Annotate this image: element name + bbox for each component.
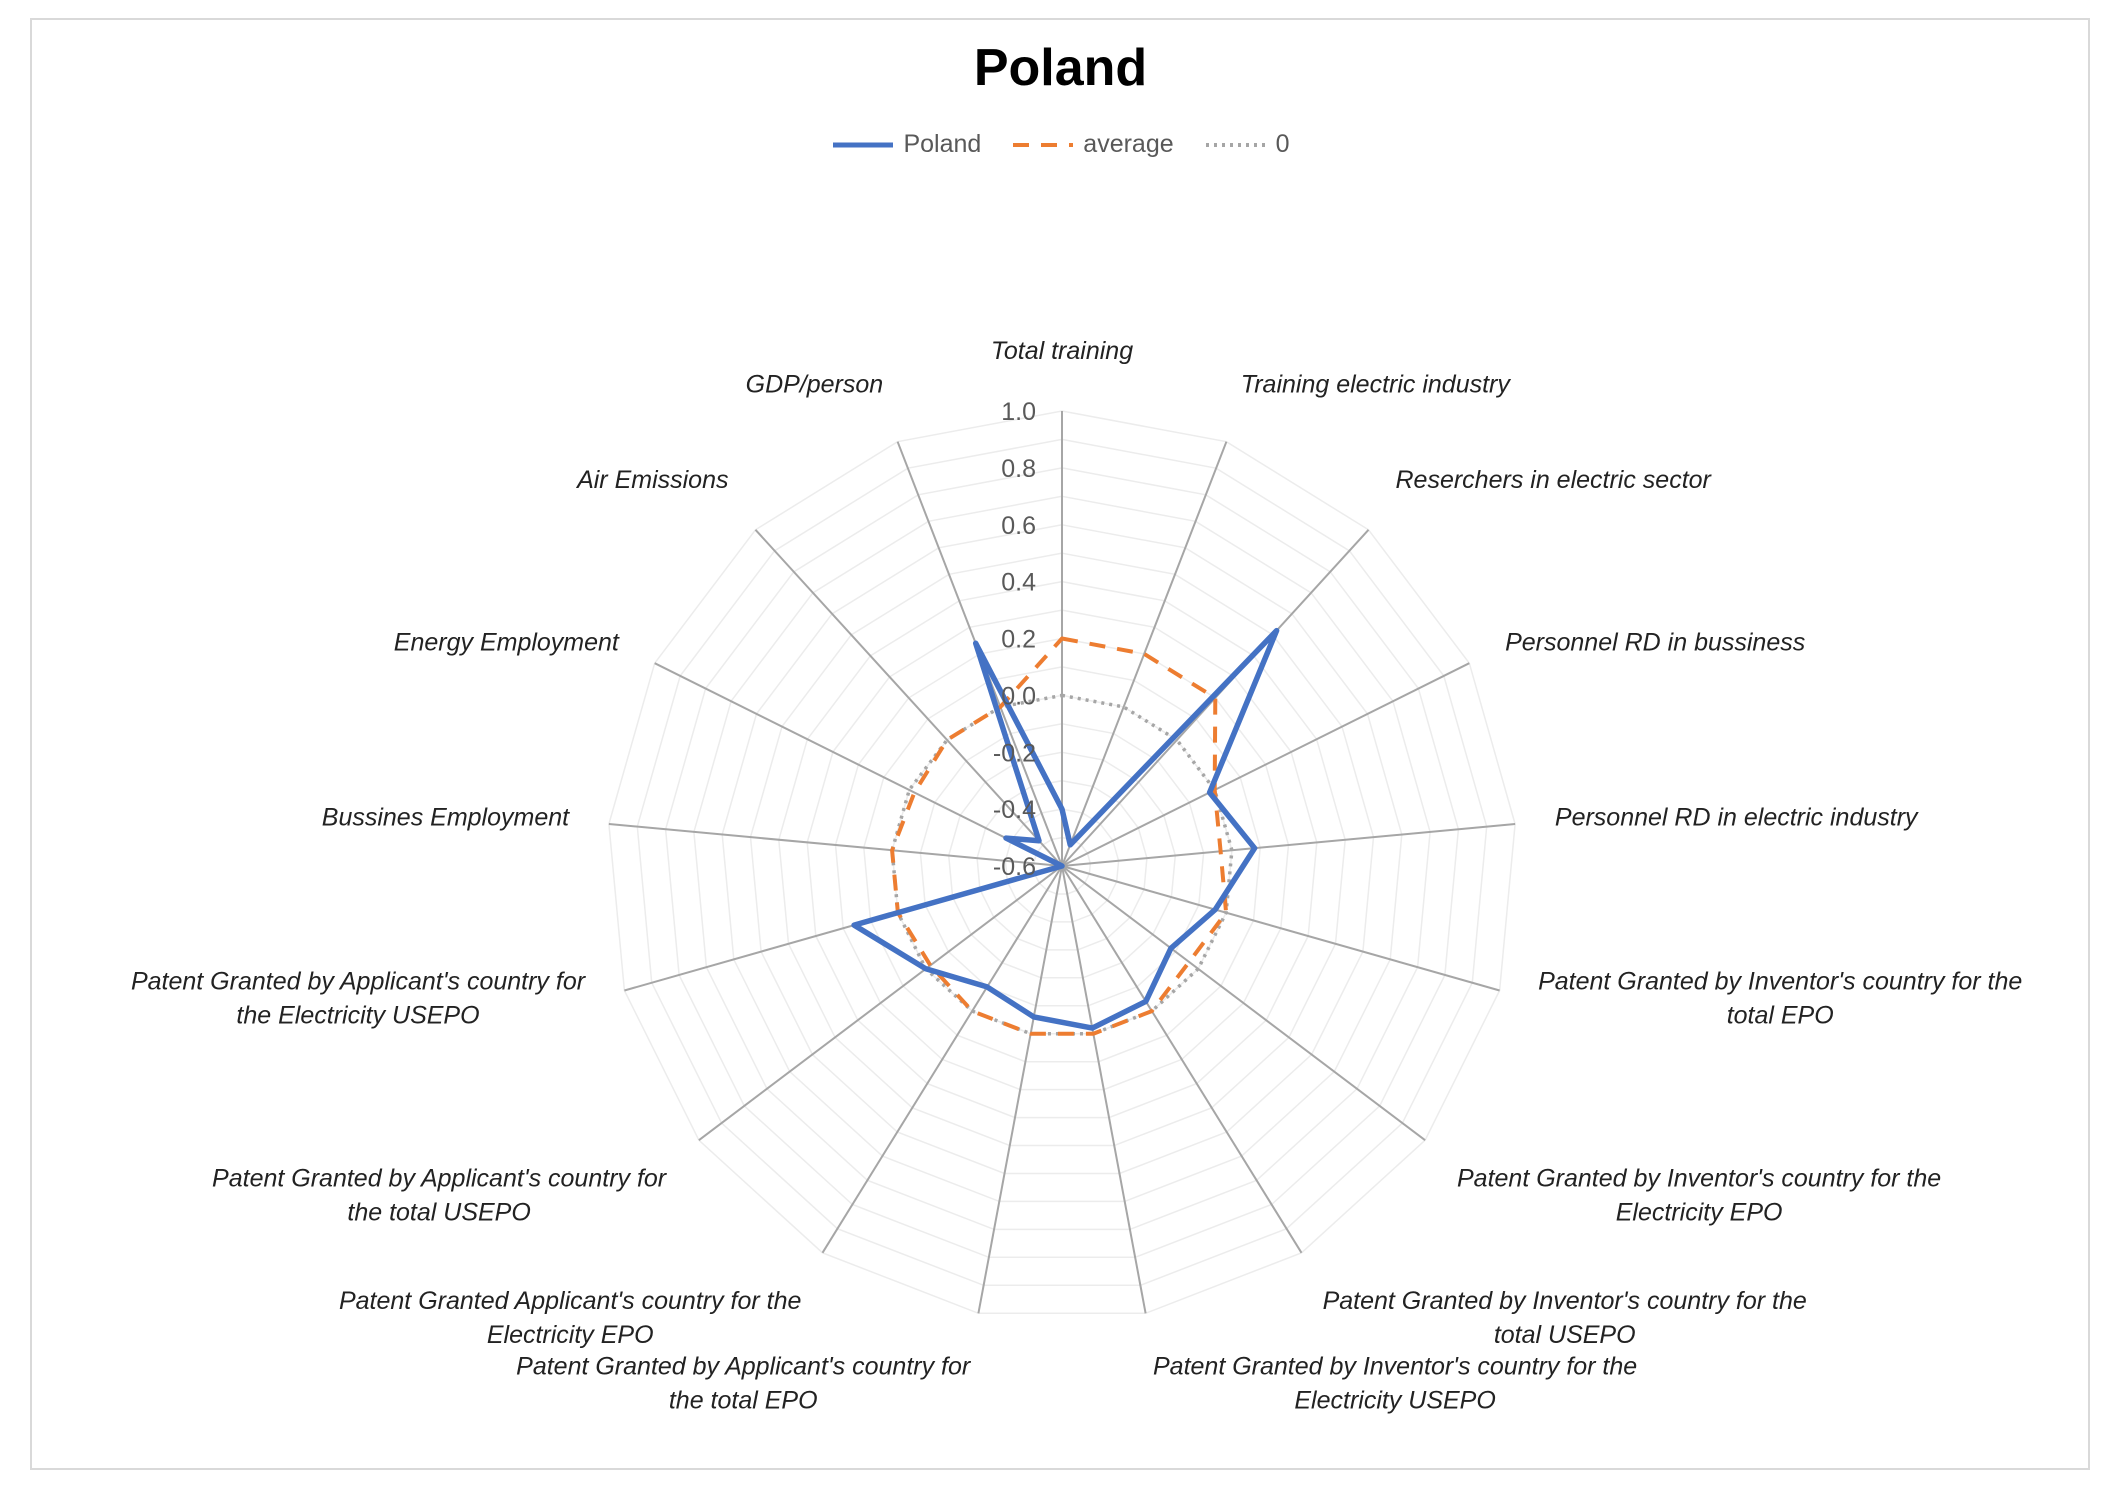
axis-spoke [654, 662, 1063, 867]
category-label: Patent Granted by Applicant's country fo… [212, 1164, 668, 1226]
grid-ring [976, 779, 1148, 951]
series-zero-line [890, 693, 1234, 1036]
grid-ring [749, 552, 1375, 1175]
category-label-line: Patent Granted by Applicant's country fo… [212, 1164, 668, 1192]
grid-ring [693, 495, 1431, 1231]
legend-item-poland: Poland [831, 130, 981, 159]
category-label-line: total USEPO [1494, 1321, 1636, 1349]
category-label-line: Electricity EPO [1616, 1198, 1783, 1226]
category-label: Patent Granted by Inventor's country for… [1323, 1287, 1807, 1349]
category-label-line: Training electric industry [1241, 370, 1512, 398]
tick-label: 0.4 [1001, 569, 1036, 597]
tick-label: 0.2 [1001, 626, 1036, 654]
grid-ring [608, 410, 1516, 1315]
series-average-line [890, 636, 1229, 1036]
legend-item-zero: 0 [1204, 130, 1290, 159]
legend-item-average: average [1011, 130, 1174, 159]
tick-label: 0.6 [1001, 512, 1036, 540]
axis-spoke [1061, 823, 1516, 867]
axis-spoke [1061, 441, 1228, 867]
category-label: Patent Granted Applicant's country for t… [339, 1287, 801, 1349]
category-label-line: Energy Employment [394, 628, 620, 656]
category-label-line: Electricity USEPO [1294, 1387, 1495, 1415]
tick-label: 0.0 [1001, 682, 1036, 710]
axis-spoke [977, 865, 1063, 1314]
legend-swatch-zero [1205, 142, 1266, 147]
category-label-line: Personnel RD in electric industry [1555, 803, 1919, 831]
series-poland-line [851, 627, 1280, 1031]
axis-spoke [698, 865, 1063, 1141]
category-label-line: Reserchers in electric sector [1396, 466, 1713, 494]
axis-spoke [821, 865, 1063, 1254]
category-label-line: Patent Granted by Inventor's country for… [1457, 1164, 1941, 1192]
category-label: Personnel RD in electric industry [1555, 803, 1919, 831]
legend-label-average: average [1083, 130, 1174, 158]
grid-ring [863, 666, 1261, 1063]
chart-frame [30, 18, 2090, 1470]
legend-swatch-average [1013, 142, 1074, 147]
axis-spoke [1061, 865, 1426, 1141]
legend-label-poland: Poland [903, 130, 982, 158]
category-label-line: Patent Granted by Inventor's country for… [1538, 968, 2022, 996]
category-label: Training electric industry [1241, 370, 1512, 398]
category-label: Patent Granted by Applicant's country fo… [516, 1353, 972, 1415]
category-label: Reserchers in electric sector [1396, 466, 1713, 494]
axis-spoke [608, 823, 1063, 867]
chart-title: Poland [973, 39, 1148, 97]
grid-ring [834, 637, 1290, 1091]
category-label-line: Patent Granted by Inventor's country for… [1323, 1287, 1807, 1315]
category-label-line: Bussines Employment [322, 803, 570, 831]
radar-grid [608, 410, 1516, 1315]
legend-swatch-poland [833, 142, 894, 147]
tick-label: -0.4 [993, 796, 1036, 824]
category-label-line: Electricity EPO [487, 1321, 654, 1349]
grid-ring [919, 723, 1205, 1007]
category-label: Air Emissions [575, 466, 728, 494]
category-label: Energy Employment [394, 628, 620, 656]
legend: Poland average 0 [0, 130, 2121, 159]
grid-ring [664, 467, 1460, 1259]
axis-spoke [1061, 662, 1470, 867]
category-label: Bussines Employment [322, 803, 570, 831]
category-label-line: Personnel RD in bussiness [1505, 628, 1805, 656]
grid-ring [636, 438, 1488, 1287]
category-label-line: Patent Granted by Inventor's country for… [1153, 1353, 1637, 1381]
axis-spoke [1061, 865, 1303, 1254]
category-label-line: Patent Granted Applicant's country for t… [339, 1287, 801, 1315]
tick-label: 0.8 [1001, 455, 1036, 483]
radial-axis-ticks: -0.6 -0.4 -0.2 0.0 0.2 0.4 0.6 0.8 1.0 [993, 398, 1036, 881]
legend-label-zero: 0 [1275, 130, 1290, 158]
category-label-line: Patent Granted by Applicant's country fo… [516, 1353, 972, 1381]
axis-spoke [1061, 865, 1147, 1314]
category-label: Patent Granted by Applicant's country fo… [131, 968, 587, 1030]
category-label: Patent Granted by Inventor's country for… [1153, 1353, 1637, 1415]
grid-ring [778, 580, 1346, 1147]
category-label-line: total EPO [1727, 1002, 1834, 1030]
category-label: Total training [991, 337, 1133, 365]
category-label: GDP/person [746, 370, 884, 398]
radar-series [851, 627, 1280, 1036]
category-label: Personnel RD in bussiness [1505, 628, 1805, 656]
category-label: Patent Granted by Inventor's country for… [1457, 1164, 1941, 1226]
category-label-line: the total EPO [669, 1387, 818, 1415]
category-label-line: the Electricity USEPO [236, 1002, 479, 1030]
axis-spoke [754, 529, 1063, 867]
category-label-line: Patent Granted by Applicant's country fo… [131, 968, 587, 996]
category-label: Patent Granted by Inventor's country for… [1538, 968, 2022, 1030]
category-label-line: GDP/person [746, 370, 884, 398]
grid-ring [721, 524, 1403, 1203]
category-label-line: Total training [991, 337, 1133, 365]
category-labels: Total training Training electric industry… [131, 337, 2022, 1415]
tick-label: -0.2 [993, 739, 1036, 767]
category-label-line: the total USEPO [347, 1198, 530, 1226]
tick-label: 1.0 [1001, 398, 1036, 426]
axis-spoke [1061, 865, 1500, 992]
grid-ring [806, 609, 1318, 1119]
category-label-line: Air Emissions [575, 466, 728, 494]
tick-label: -0.6 [993, 853, 1036, 881]
grid-ring [947, 751, 1177, 979]
